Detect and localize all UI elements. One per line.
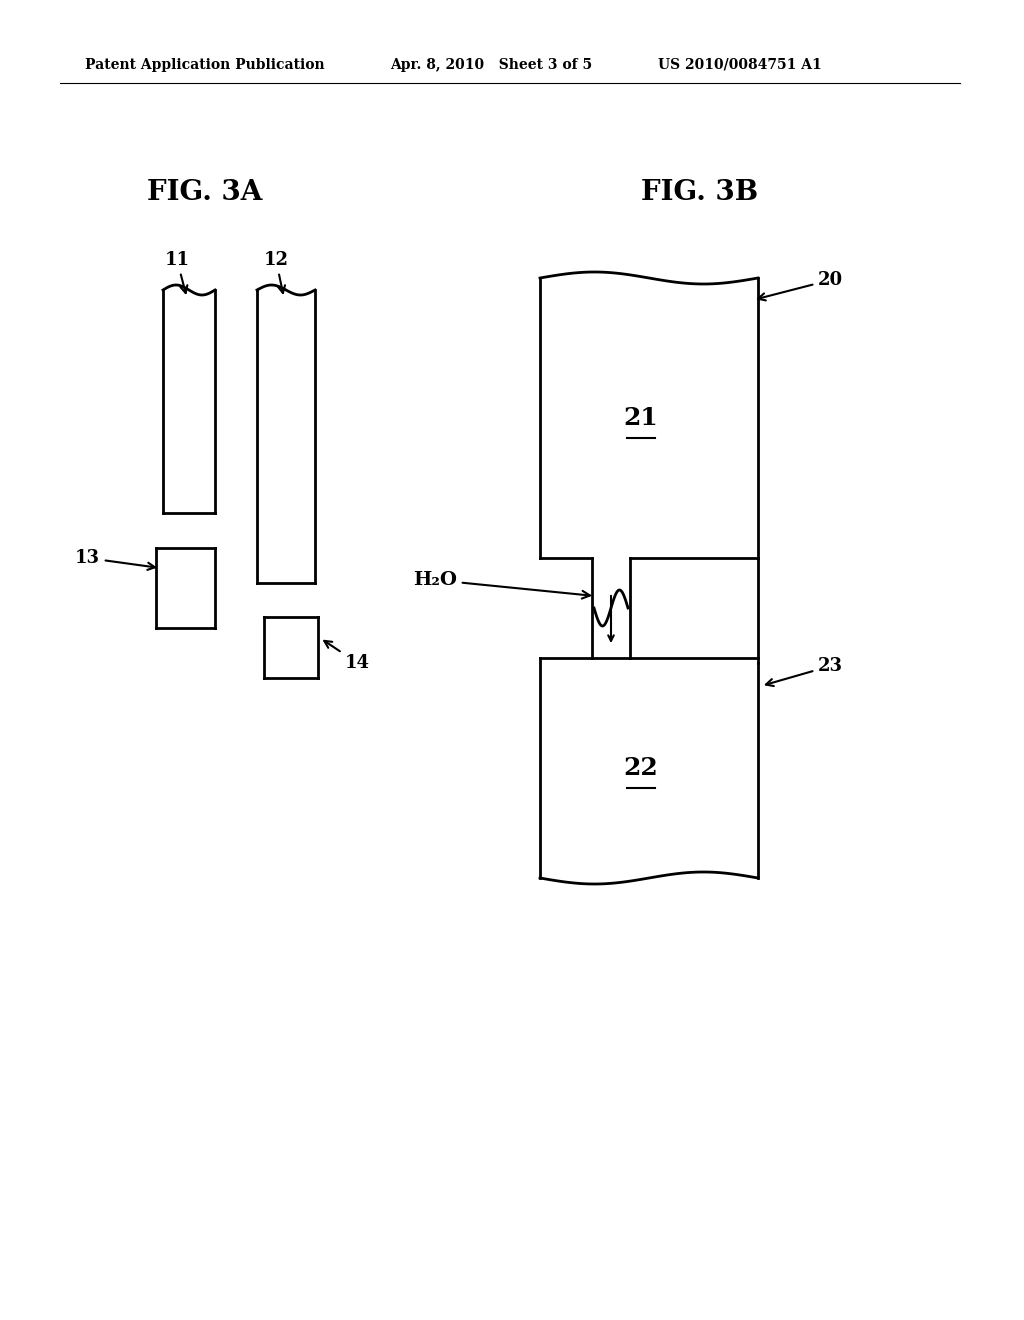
Text: 21: 21 — [624, 407, 658, 430]
Text: 23: 23 — [766, 657, 843, 686]
Text: 14: 14 — [325, 640, 370, 672]
Text: 11: 11 — [165, 251, 189, 293]
Text: 20: 20 — [758, 271, 843, 301]
Text: 13: 13 — [75, 549, 155, 570]
Text: 12: 12 — [263, 251, 289, 293]
Text: Patent Application Publication: Patent Application Publication — [85, 58, 325, 73]
Text: US 2010/0084751 A1: US 2010/0084751 A1 — [658, 58, 821, 73]
Text: H₂O: H₂O — [413, 572, 590, 598]
Text: FIG. 3B: FIG. 3B — [641, 180, 759, 206]
Text: Apr. 8, 2010   Sheet 3 of 5: Apr. 8, 2010 Sheet 3 of 5 — [390, 58, 592, 73]
Text: FIG. 3A: FIG. 3A — [147, 180, 263, 206]
Text: 22: 22 — [624, 756, 658, 780]
